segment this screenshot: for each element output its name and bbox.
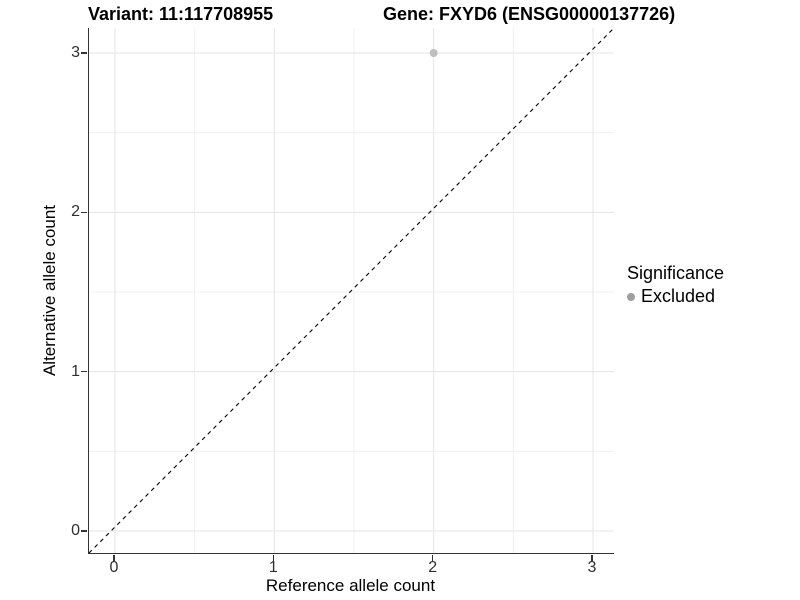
x-axis-tick-label: 1 [268,559,278,576]
x-axis-tick-label: 0 [109,559,119,576]
legend: Significance Excluded [627,263,724,307]
x-axis-tick-mark [113,554,115,561]
legend-item-label: Excluded [641,286,716,306]
legend-item-excluded: Excluded [627,286,724,307]
legend-title: Significance [627,263,725,283]
identity-reference-line [89,28,614,553]
x-axis-title: Reference allele count [265,576,436,595]
plot-title-gene: Gene: FXYD6 (ENSG00000137726) [383,4,676,24]
legend-point-icon [627,292,635,301]
y-axis-tick-mark [80,211,87,214]
x-axis-tick-mark [431,554,434,561]
y-axis-tick-label: 0 [71,522,80,539]
y-axis-tick-mark [80,52,87,54]
data-point-excluded [429,49,438,58]
x-axis-tick-label: 2 [428,559,438,576]
x-axis-tick-label: 3 [587,559,597,576]
x-axis-tick-mark [272,554,275,561]
y-axis-title: Alternative allele count [40,204,59,377]
scatter-plot-area [89,28,614,553]
y-axis-tick-label: 1 [71,362,80,380]
y-axis-tick-mark [80,530,87,532]
y-axis-tick-mark [80,370,87,373]
x-axis-tick-mark [591,554,593,561]
y-axis-tick-label: 2 [71,203,80,221]
y-axis-tick-label: 3 [71,44,80,61]
plot-title-variant: Variant: 11:117708955 [88,4,274,24]
plot-panel [88,28,614,554]
